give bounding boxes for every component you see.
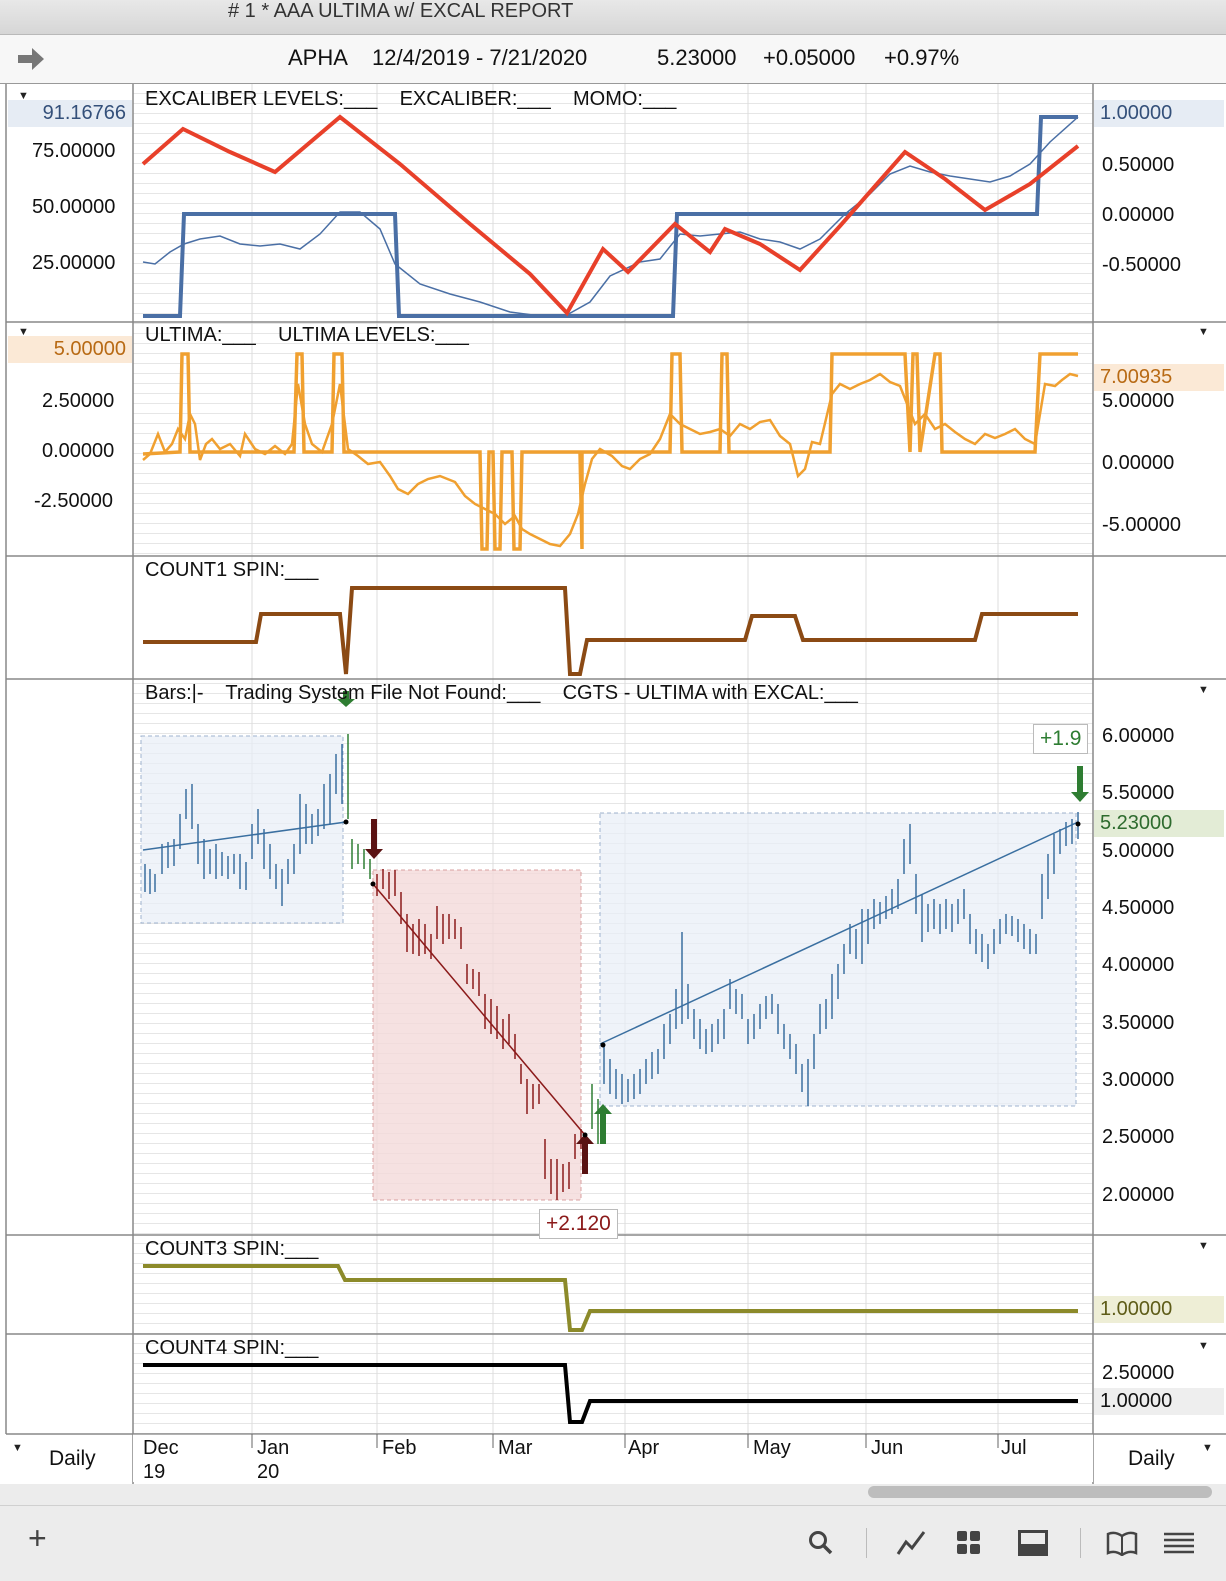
month-label: Jul <box>1001 1437 1027 1459</box>
horizontal-scrollbar[interactable] <box>868 1486 1212 1498</box>
excaliber-line <box>142 116 1079 317</box>
price-tick: 5.50000 <box>1102 782 1175 804</box>
price-tick: 4.00000 <box>1102 954 1175 976</box>
window-titlebar: # 1 * AAA ULTIMA w/ EXCAL REPORT <box>0 0 1226 35</box>
price-tick: 4.50000 <box>1102 897 1175 919</box>
signal-arrows <box>337 691 1089 1174</box>
price-tick: 3.00000 <box>1102 1069 1175 1091</box>
count3-line <box>143 1264 1078 1332</box>
period-selector-right[interactable]: Daily <box>1128 1447 1175 1470</box>
date-range: 12/4/2019 - 7/21/2020 <box>372 45 588 70</box>
time-axis[interactable]: Dec Jan Feb Mar Apr May Jun Jul 19 20 <box>133 1434 1093 1483</box>
year-label: 19 <box>143 1461 166 1483</box>
ultima-line <box>142 372 1079 548</box>
month-label: May <box>753 1437 791 1459</box>
trade-box-3 <box>599 812 1077 1107</box>
right-tick: 5.00000 <box>1102 390 1175 412</box>
symbol: APHA <box>288 45 348 70</box>
right-tick: 0.50000 <box>1102 154 1175 176</box>
caret-down-icon[interactable]: ▼ <box>1202 1442 1213 1454</box>
count4-panel-title: COUNT4 SPIN:___ <box>145 1337 319 1359</box>
caret-down-icon[interactable]: ▼ <box>12 1442 23 1454</box>
price-tick: 2.50000 <box>1102 1126 1175 1148</box>
trade-result-tag: +2.120 <box>539 1209 618 1239</box>
month-label: Mar <box>498 1437 533 1459</box>
last-price-marker: 5.23000 <box>1094 810 1224 837</box>
window-title: # 1 * AAA ULTIMA w/ EXCAL REPORT <box>228 0 574 22</box>
add-icon[interactable]: + <box>28 1520 47 1556</box>
count4-tick: 2.50000 <box>1102 1362 1175 1384</box>
price-tick: 6.00000 <box>1102 725 1175 747</box>
right-tick: 0.00000 <box>1102 452 1175 474</box>
price-tick: 2.00000 <box>1102 1184 1175 1206</box>
price-change: +0.05000 <box>763 45 856 70</box>
ultima-right-value: 7.00935 <box>1094 364 1224 391</box>
year-label: 20 <box>257 1461 280 1483</box>
trade-result-tag: +1.9 <box>1033 724 1089 754</box>
price-bars-3 <box>603 812 1079 1106</box>
count4-value: 1.00000 <box>1094 1388 1224 1415</box>
price-bars-2 <box>376 869 582 1200</box>
right-tick: -0.50000 <box>1102 254 1181 276</box>
ultima-left-value: 5.00000 <box>8 336 132 363</box>
chart-area[interactable]: EXCALIBER LEVELS:___ EXCALIBER:___ MOMO:… <box>0 84 1226 1484</box>
search-icon[interactable] <box>808 1530 834 1556</box>
caret-down-icon[interactable]: ▼ <box>18 326 29 338</box>
count1-panel-title: COUNT1 SPIN:___ <box>145 559 319 581</box>
caret-down-icon[interactable]: ▼ <box>1198 326 1209 338</box>
trade-box-1 <box>140 735 344 924</box>
trade-box-2 <box>372 869 582 1201</box>
price-bars-1 <box>144 744 343 906</box>
price-panel-title: Bars:|- Trading System File Not Found:__… <box>145 682 858 704</box>
grid-icon[interactable] <box>956 1530 982 1556</box>
ultima-panel-title: ULTIMA:___ ULTIMA LEVELS:___ <box>145 324 469 346</box>
caret-down-icon[interactable]: ▼ <box>1198 1240 1209 1252</box>
left-tick: 75.00000 <box>32 140 116 162</box>
count3-value: 1.00000 <box>1094 1296 1224 1323</box>
price-tick: 3.50000 <box>1102 1012 1175 1034</box>
left-tick: 50.00000 <box>32 196 116 218</box>
left-tick: -2.50000 <box>34 490 113 512</box>
period-selector-left[interactable]: Daily <box>49 1447 96 1470</box>
count1-line <box>143 586 1078 676</box>
ultima-levels-line <box>142 352 1078 551</box>
last-price: 5.23000 <box>657 45 737 70</box>
list-icon[interactable] <box>1164 1532 1194 1554</box>
right-tick: 0.00000 <box>1102 204 1175 226</box>
trend-icon[interactable] <box>896 1530 926 1556</box>
left-tick: 0.00000 <box>42 440 115 462</box>
excaliber-panel-title: EXCALIBER LEVELS:___ EXCALIBER:___ MOMO:… <box>145 88 677 110</box>
left-tick: 2.50000 <box>42 390 115 412</box>
month-label: Jan <box>257 1437 290 1459</box>
excaliber-right-value: 1.00000 <box>1094 100 1224 127</box>
count3-panel-title: COUNT3 SPIN:___ <box>145 1238 319 1260</box>
price-bars-green <box>347 734 599 1144</box>
panel-icon[interactable] <box>1018 1530 1048 1556</box>
bottom-toolbar: + <box>0 1505 1226 1581</box>
caret-down-icon[interactable]: ▼ <box>1198 1340 1209 1352</box>
book-icon[interactable] <box>1106 1530 1138 1556</box>
right-tick: -5.00000 <box>1102 514 1181 536</box>
month-label: Apr <box>628 1437 660 1459</box>
month-label: Feb <box>382 1437 417 1459</box>
price-tick: 5.00000 <box>1102 840 1175 862</box>
momo-line <box>141 114 1080 317</box>
left-tick: 25.00000 <box>32 252 116 274</box>
forward-arrow-icon[interactable] <box>16 47 46 71</box>
quote-bar: APHA 12/4/2019 - 7/21/2020 5.23000 +0.05… <box>0 35 1226 84</box>
percent-change: +0.97% <box>884 45 960 70</box>
month-label: Jun <box>871 1437 904 1459</box>
month-label: Dec <box>143 1437 179 1459</box>
caret-down-icon[interactable]: ▼ <box>1198 684 1209 696</box>
count4-line <box>143 1363 1078 1424</box>
excaliber-left-value: 91.16766 <box>8 100 132 127</box>
chart-canvas <box>5 84 1226 1484</box>
caret-down-icon[interactable]: ▼ <box>18 90 29 102</box>
